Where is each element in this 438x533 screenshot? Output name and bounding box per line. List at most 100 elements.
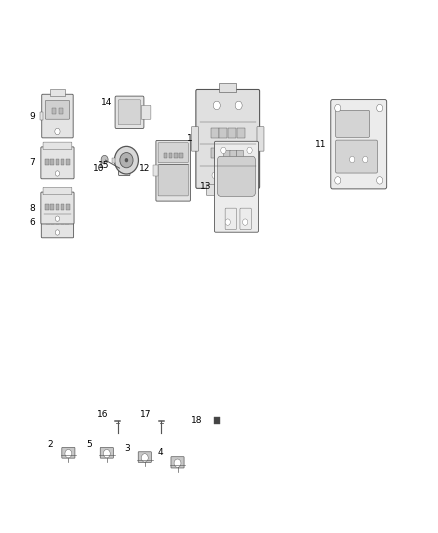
- Circle shape: [103, 449, 110, 458]
- FancyBboxPatch shape: [41, 147, 74, 179]
- FancyBboxPatch shape: [138, 452, 151, 463]
- Bar: [219, 149, 227, 158]
- Circle shape: [141, 454, 148, 462]
- FancyBboxPatch shape: [196, 90, 260, 188]
- Circle shape: [65, 449, 72, 458]
- FancyBboxPatch shape: [43, 142, 72, 150]
- Bar: [45, 204, 49, 210]
- FancyBboxPatch shape: [41, 208, 74, 238]
- Bar: [228, 128, 236, 138]
- FancyBboxPatch shape: [223, 150, 230, 161]
- Text: 8: 8: [29, 204, 35, 213]
- Circle shape: [55, 230, 60, 235]
- Bar: [65, 219, 69, 224]
- Ellipse shape: [114, 147, 138, 174]
- Text: 2: 2: [47, 440, 53, 449]
- Text: 6: 6: [29, 219, 35, 228]
- Text: 9: 9: [29, 111, 35, 120]
- FancyBboxPatch shape: [43, 187, 72, 195]
- Bar: [60, 219, 64, 224]
- Text: 18: 18: [191, 416, 203, 425]
- Circle shape: [101, 156, 108, 164]
- FancyBboxPatch shape: [118, 100, 141, 125]
- Bar: [237, 149, 245, 158]
- Circle shape: [243, 219, 248, 225]
- Bar: [219, 83, 237, 92]
- FancyBboxPatch shape: [225, 208, 237, 230]
- Circle shape: [350, 156, 355, 163]
- Text: 5: 5: [87, 440, 92, 449]
- Bar: [66, 204, 70, 210]
- FancyBboxPatch shape: [100, 448, 113, 458]
- Bar: [228, 149, 236, 158]
- Circle shape: [212, 172, 217, 179]
- Bar: [211, 128, 219, 138]
- Circle shape: [363, 156, 368, 163]
- FancyBboxPatch shape: [336, 140, 378, 173]
- Bar: [56, 159, 59, 165]
- Bar: [50, 89, 65, 96]
- Text: 13: 13: [200, 182, 211, 191]
- Circle shape: [225, 172, 230, 179]
- FancyBboxPatch shape: [158, 143, 188, 163]
- Bar: [52, 108, 56, 114]
- Circle shape: [213, 101, 220, 110]
- Text: 7: 7: [29, 158, 35, 167]
- FancyBboxPatch shape: [336, 110, 370, 138]
- Circle shape: [335, 176, 341, 184]
- Circle shape: [55, 171, 60, 176]
- FancyBboxPatch shape: [42, 94, 73, 138]
- Ellipse shape: [120, 152, 133, 168]
- FancyBboxPatch shape: [233, 184, 249, 195]
- Circle shape: [125, 158, 128, 163]
- FancyBboxPatch shape: [45, 101, 70, 119]
- Bar: [169, 152, 172, 158]
- FancyBboxPatch shape: [206, 184, 223, 195]
- Circle shape: [55, 216, 60, 221]
- Text: 15: 15: [98, 161, 109, 170]
- Circle shape: [247, 147, 252, 154]
- FancyBboxPatch shape: [115, 96, 144, 128]
- FancyBboxPatch shape: [158, 165, 188, 196]
- Bar: [50, 159, 54, 165]
- Bar: [112, 158, 115, 163]
- FancyBboxPatch shape: [141, 106, 151, 119]
- Circle shape: [335, 104, 341, 112]
- Bar: [45, 159, 49, 165]
- FancyBboxPatch shape: [230, 150, 237, 161]
- FancyBboxPatch shape: [257, 127, 264, 151]
- FancyBboxPatch shape: [331, 100, 387, 189]
- Bar: [40, 112, 43, 120]
- Bar: [237, 128, 245, 138]
- Circle shape: [174, 459, 181, 467]
- FancyBboxPatch shape: [237, 150, 244, 161]
- Bar: [59, 108, 63, 114]
- Text: 1: 1: [187, 134, 193, 143]
- Bar: [163, 152, 167, 158]
- Bar: [179, 152, 183, 158]
- Text: 11: 11: [314, 140, 326, 149]
- Text: 16: 16: [97, 410, 108, 419]
- Circle shape: [55, 128, 60, 135]
- Bar: [66, 159, 70, 165]
- FancyBboxPatch shape: [240, 208, 251, 230]
- Bar: [51, 219, 54, 224]
- Bar: [46, 219, 49, 224]
- Circle shape: [377, 104, 383, 112]
- Bar: [61, 204, 64, 210]
- Bar: [56, 204, 59, 210]
- Bar: [174, 152, 177, 158]
- FancyBboxPatch shape: [171, 457, 184, 468]
- Text: 3: 3: [125, 444, 131, 453]
- Text: 10: 10: [93, 164, 105, 173]
- Bar: [153, 165, 158, 176]
- Circle shape: [221, 147, 226, 154]
- Circle shape: [235, 101, 242, 110]
- Text: 14: 14: [101, 98, 112, 107]
- Bar: [214, 417, 220, 424]
- FancyBboxPatch shape: [218, 156, 255, 196]
- Bar: [211, 149, 219, 158]
- FancyBboxPatch shape: [119, 161, 130, 175]
- Circle shape: [377, 176, 383, 184]
- FancyBboxPatch shape: [41, 192, 74, 224]
